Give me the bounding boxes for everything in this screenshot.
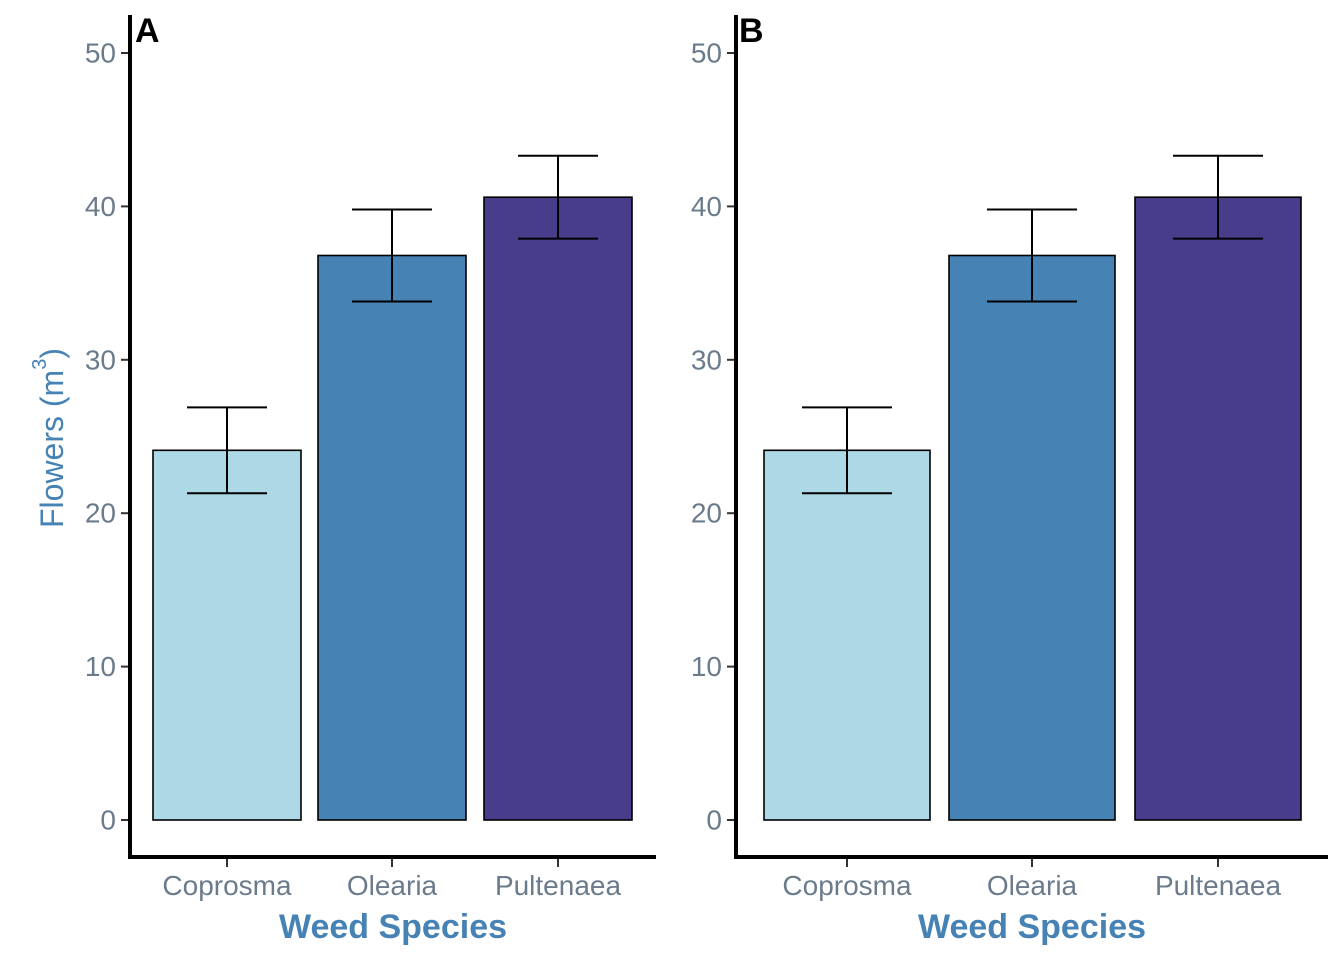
x-axis-title: Weed Species (918, 908, 1146, 946)
bar-coprosma (763, 449, 931, 821)
bar-pultenaea (1134, 196, 1302, 821)
y-tick-label: 30 (85, 344, 116, 375)
y-tick-label: 50 (85, 38, 116, 69)
panel-a: 0 10 20 30 40 50 Coprosma Olearia Pultenaea Weed … (85, 12, 656, 946)
y-tick-label: 40 (85, 191, 116, 222)
x-tick-label-olearia: Olearia (987, 870, 1078, 901)
x-tick-label-coprosma: Coprosma (162, 870, 292, 901)
bar-pultenaea (483, 196, 633, 821)
y-tick-label: 20 (691, 498, 722, 529)
bar-olearia (948, 254, 1116, 821)
bar-olearia (317, 254, 467, 821)
y-tick-label: 0 (706, 805, 722, 836)
x-tick-label-coprosma: Coprosma (782, 870, 912, 901)
y-tick-label: 30 (691, 344, 722, 375)
bar-coprosma (152, 449, 302, 821)
panel-label: B (739, 12, 764, 50)
y-axis-title-superscript: 3 (29, 359, 51, 370)
y-axis-title-unit: m (34, 370, 70, 397)
panel-label: A (135, 12, 160, 50)
y-tick-label: 0 (100, 805, 116, 836)
y-tick-label: 50 (691, 38, 722, 69)
y-tick-label: 40 (691, 191, 722, 222)
x-tick-label-pultenaea: Pultenaea (495, 870, 622, 901)
y-axis-title-main: Flowers (34, 416, 70, 528)
x-tick-label-pultenaea: Pultenaea (1155, 870, 1282, 901)
x-tick-label-olearia: Olearia (347, 870, 438, 901)
x-axis-title: Weed Species (279, 908, 507, 946)
y-tick-label: 10 (85, 651, 116, 682)
panel-b: 0 10 20 30 40 50 Coprosma Olearia Pultenaea Weed … (691, 12, 1328, 946)
y-tick-label: 20 (85, 498, 116, 529)
y-axis-title: Flowers (m3) (29, 348, 70, 528)
y-tick-label: 10 (691, 651, 722, 682)
